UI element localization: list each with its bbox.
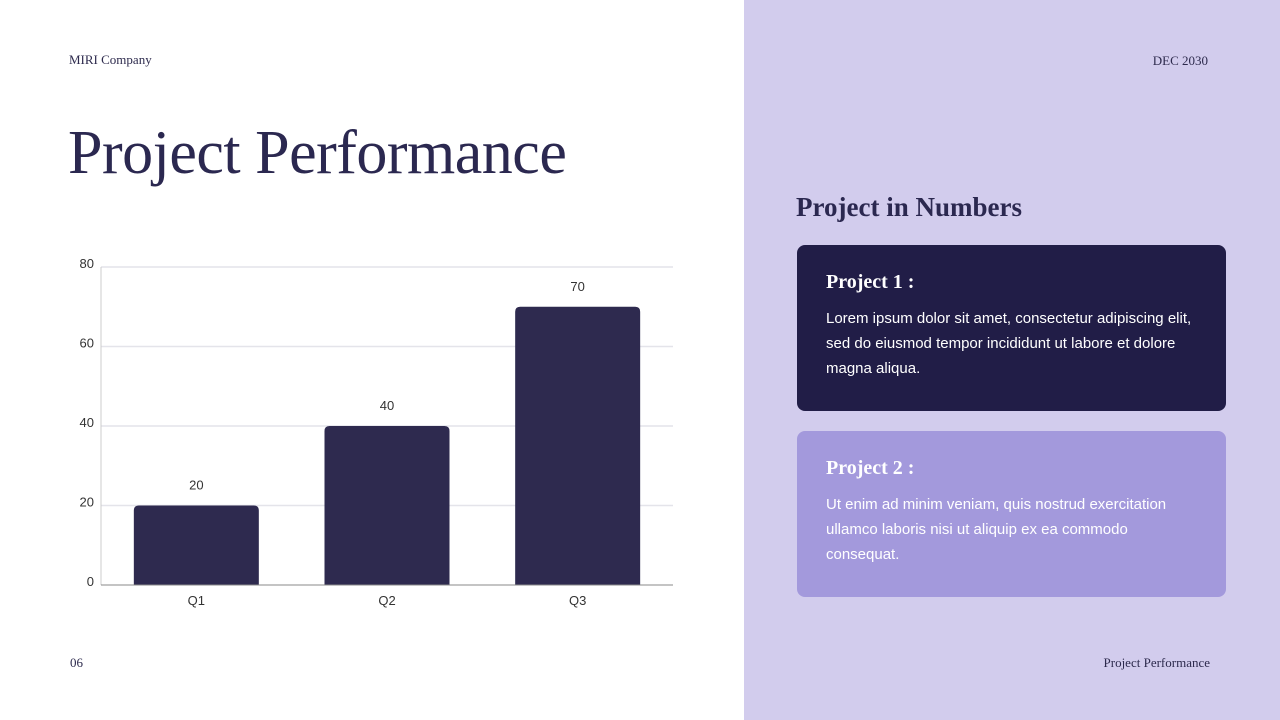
data-label: 70 — [570, 279, 584, 294]
y-tick-label: 20 — [80, 495, 94, 510]
card-text: Ut enim ad minim veniam, quis nostrud ex… — [826, 496, 1167, 563]
bar — [133, 505, 259, 585]
data-label: 40 — [380, 398, 394, 413]
y-tick-label: 40 — [80, 415, 94, 430]
project-card-1: Project 1 : Lorem ipsum dolor sit amet, … — [797, 245, 1226, 411]
y-tick-label: 60 — [80, 336, 94, 351]
company-name: MIRI Company — [69, 52, 152, 67]
section-heading: Project in Numbers — [796, 192, 1022, 222]
bar — [515, 306, 641, 585]
bar-chart: 0 20 40 60 80 20 Q1 40 Q2 70 Q3 — [80, 256, 673, 608]
page-number: 06 — [70, 655, 83, 670]
footer-label: Project Performance — [1103, 655, 1210, 670]
x-tick-label: Q1 — [188, 593, 205, 608]
page-title: Project Performance — [68, 119, 567, 187]
date: DEC 2030 — [1152, 53, 1208, 68]
y-tick-label: 80 — [80, 256, 94, 271]
y-tick-label: 0 — [87, 574, 94, 589]
x-tick-label: Q2 — [378, 593, 395, 608]
project-card-2: Project 2 : Ut enim ad minim veniam, qui… — [797, 431, 1226, 597]
card-text: Lorem ipsum dolor sit amet, consectetur … — [826, 310, 1192, 377]
card-title: Project 1 : — [826, 271, 915, 293]
left-panel: MIRI Company Project Performance 0 20 40 60… — [68, 52, 673, 670]
data-label: 20 — [189, 478, 203, 493]
x-tick-label: Q3 — [569, 593, 586, 608]
bar — [324, 426, 450, 585]
card-title: Project 2 : — [826, 457, 915, 479]
